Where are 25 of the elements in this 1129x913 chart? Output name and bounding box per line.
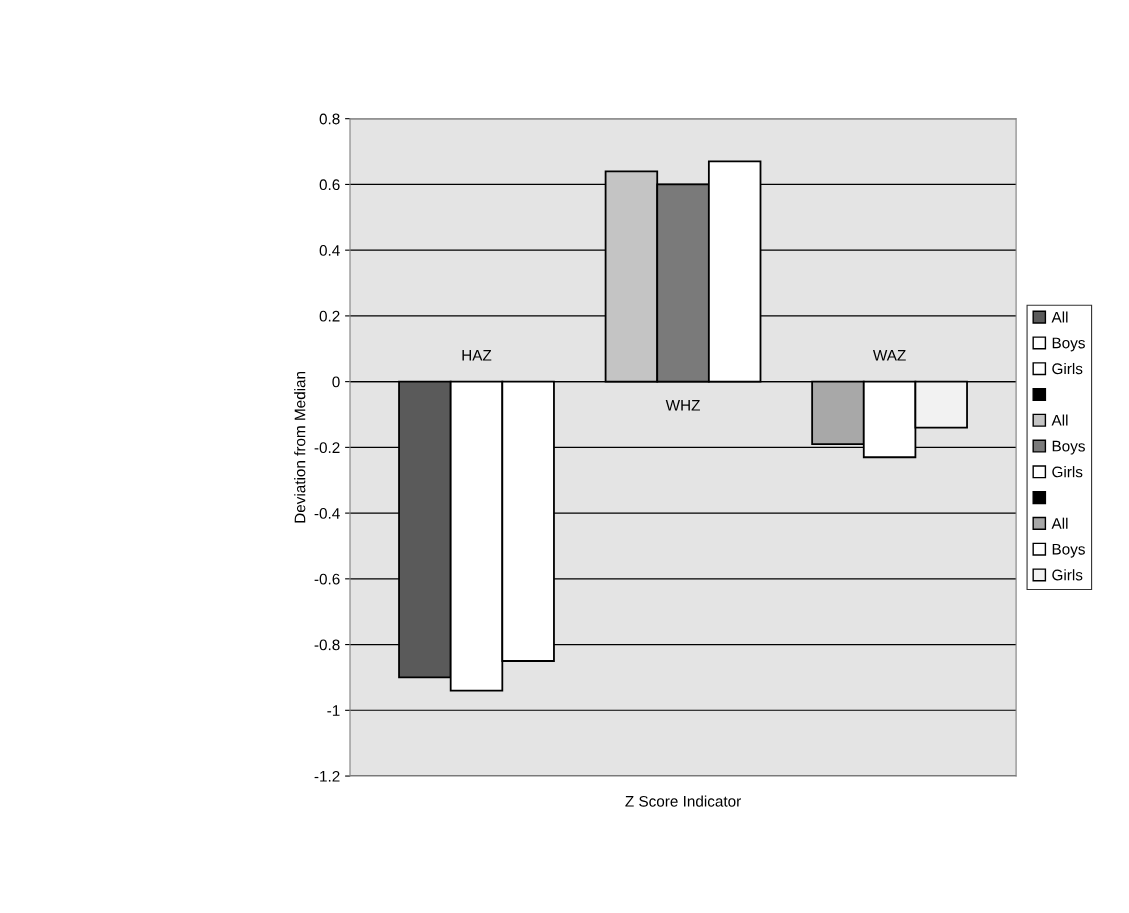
annotation: HAZ [462,350,492,361]
y-tick-label: -1.2 [314,770,340,782]
legend-label: All [1051,311,1068,323]
legend-label: Girls [1052,466,1083,478]
y-tick-label: -0.6 [314,573,340,585]
y-tick-label: 0.4 [319,245,340,256]
legend-label: Boys [1052,337,1085,352]
y-tick-label: 0.8 [319,113,340,125]
y-tick-label: -1 [327,705,340,716]
y-tick-label: -0.2 [314,442,340,454]
legend-label: Boys [1052,440,1085,455]
y-tick-label: 0 [332,376,340,388]
y-tick-label: -0.4 [314,507,340,519]
y-tick-label: 0.6 [319,179,340,191]
x-axis-title: Z Score Indicator [625,795,741,807]
legend-label: Girls [1052,362,1083,375]
y-tick-label: -0.8 [314,639,340,651]
legend-label: Boys [1052,543,1085,558]
y-axis-title: Deviation from Median [294,371,306,523]
legend-label: All [1051,517,1068,529]
annotation: WHZ [665,400,700,411]
annotation: WAZ [872,350,906,361]
legend-label: Girls [1052,569,1083,581]
legend-label: All [1051,414,1068,426]
y-tick-label: 0.2 [319,310,340,322]
